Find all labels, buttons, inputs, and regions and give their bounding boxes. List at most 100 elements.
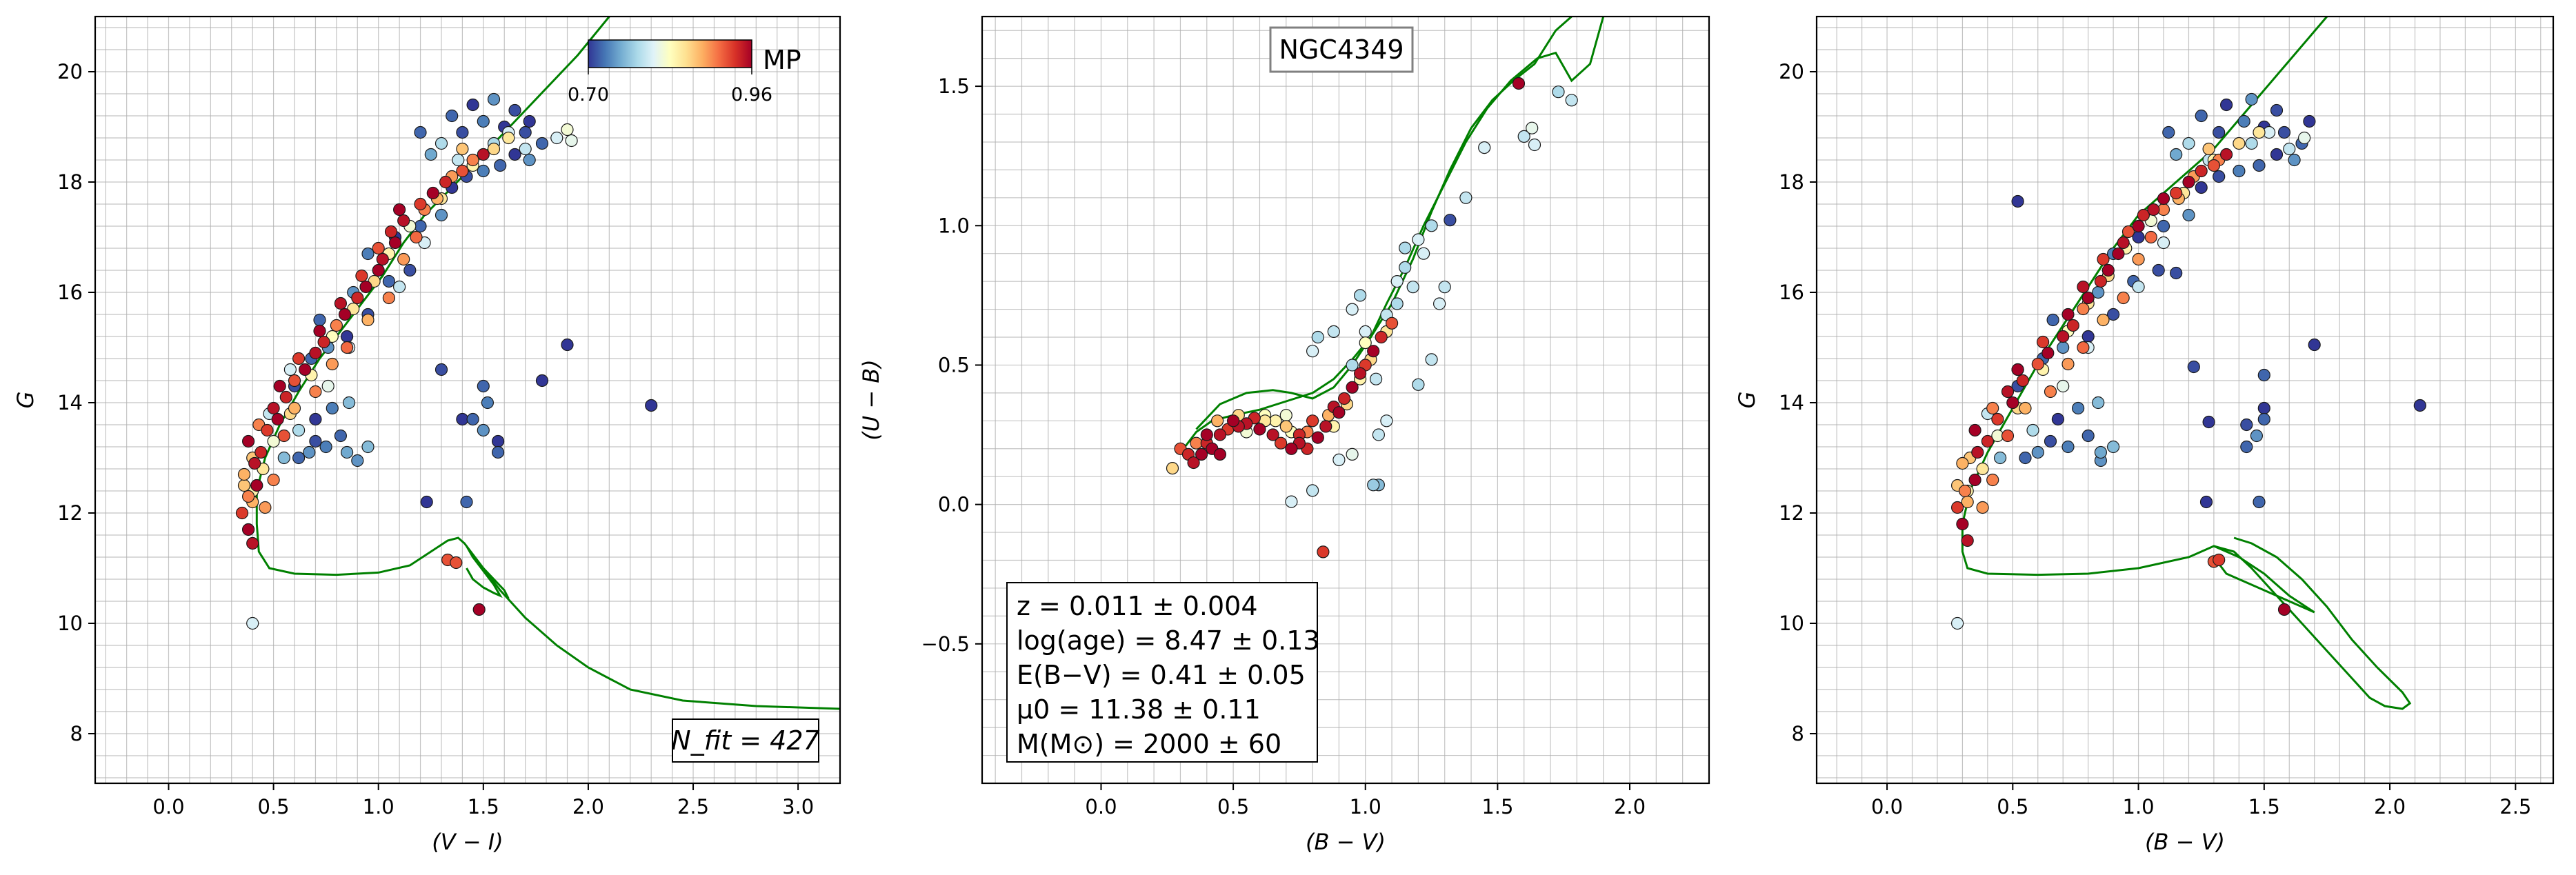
star-point xyxy=(2092,396,2105,410)
star-point xyxy=(2270,148,2284,161)
star-point xyxy=(2132,219,2145,233)
axes-frame xyxy=(981,15,1710,785)
star-point xyxy=(1369,372,1383,385)
star-point xyxy=(2157,219,2170,233)
star-point xyxy=(2253,159,2266,172)
isochrone-line xyxy=(2213,545,2315,614)
y-tick-label: −0.5 xyxy=(921,632,970,656)
star-point xyxy=(1961,534,1974,547)
star-point xyxy=(1279,409,1292,422)
star-point xyxy=(2288,153,2301,167)
star-point xyxy=(355,269,368,283)
star-point xyxy=(2081,291,2095,305)
star-point xyxy=(319,440,332,454)
star-point xyxy=(277,429,290,443)
star-point xyxy=(2019,401,2032,415)
star-point xyxy=(1195,447,1208,461)
isochrone xyxy=(1184,17,1605,447)
y-tick-label: 1.0 xyxy=(938,214,970,237)
star-point xyxy=(460,495,473,509)
star-point xyxy=(2101,263,2115,277)
star-point xyxy=(2182,175,2195,189)
star-point xyxy=(472,603,486,616)
panel-bv-cmd: 0.0 0.5 1.0 1.5 2.0 2.5 8 10 12 14 16 18 20 (B − V) G xyxy=(1734,15,2555,855)
nfit-annotation: N_fit = 427 xyxy=(671,718,820,763)
y-tick-label: 8 xyxy=(70,722,83,745)
star-point xyxy=(1332,406,1346,419)
star-point xyxy=(235,506,249,520)
star-point xyxy=(2303,114,2316,128)
star-point xyxy=(561,123,574,137)
star-point xyxy=(435,363,448,376)
star-point xyxy=(376,252,389,266)
star-point xyxy=(309,412,322,426)
star-point xyxy=(2277,125,2291,139)
star-point xyxy=(477,423,490,437)
star-point xyxy=(1976,462,1989,476)
star-point xyxy=(410,230,423,244)
star-point xyxy=(2157,236,2170,250)
fit-result-z: z = 0.011 ± 0.004 xyxy=(1017,591,1258,621)
star-point xyxy=(1438,281,1451,294)
star-point xyxy=(397,214,410,228)
star-point xyxy=(456,125,469,139)
star-point xyxy=(2233,164,2246,178)
x-tick-label: 2.5 xyxy=(2499,795,2531,818)
star-point xyxy=(1353,367,1367,380)
star-point xyxy=(292,451,306,465)
y-axis-title: (U − B) xyxy=(858,359,884,441)
star-point xyxy=(2213,553,2226,567)
star-point xyxy=(1317,545,1330,559)
star-point xyxy=(1444,214,1457,227)
star-point xyxy=(2187,360,2200,374)
star-point xyxy=(2237,114,2250,128)
star-point xyxy=(477,114,490,128)
star-point xyxy=(261,423,274,437)
star-point xyxy=(1517,130,1530,143)
star-point xyxy=(1327,325,1340,338)
star-point xyxy=(2213,170,2226,183)
star-point xyxy=(1986,401,1999,415)
star-point xyxy=(519,125,532,139)
star-point xyxy=(2195,109,2208,123)
star-point xyxy=(456,142,469,156)
star-point xyxy=(435,208,448,222)
star-point xyxy=(1359,336,1372,350)
star-point xyxy=(1346,359,1359,372)
star-point xyxy=(1200,428,1213,441)
star-point xyxy=(283,363,297,376)
star-point xyxy=(2253,495,2266,509)
star-point xyxy=(2157,192,2170,205)
star-point xyxy=(1390,275,1404,288)
star-point xyxy=(1399,241,1412,254)
cluster-name-box: NGC4349 xyxy=(1269,26,1414,73)
star-point xyxy=(372,263,385,277)
star-point xyxy=(2031,357,2044,371)
x-axis-title: (V − I) xyxy=(432,829,503,855)
panel-vi-cmd: 0.0 0.5 1.0 1.5 2.0 2.5 3.0 8 10 12 14 16 18 20 (V − I… xyxy=(12,15,841,855)
star-point xyxy=(2077,280,2090,294)
x-tick-label: 0.5 xyxy=(258,795,290,818)
star-point xyxy=(494,159,507,172)
star-point xyxy=(565,134,578,148)
star-point xyxy=(2257,412,2270,426)
star-point xyxy=(267,434,280,448)
star-point xyxy=(2066,319,2079,332)
isochrone-line xyxy=(472,556,510,599)
y-tick-label: 20 xyxy=(1779,60,1804,83)
star-point xyxy=(2094,274,2107,288)
star-point xyxy=(334,296,347,310)
star-point xyxy=(1306,484,1319,497)
star-point xyxy=(382,291,396,305)
star-point xyxy=(1274,436,1288,450)
star-point xyxy=(392,203,406,217)
star-point xyxy=(477,164,490,178)
isochrone xyxy=(1961,17,2412,710)
star-point xyxy=(1956,456,1969,470)
y-tick-label: 16 xyxy=(57,281,83,304)
star-point xyxy=(343,396,356,410)
star-point xyxy=(1187,456,1200,470)
star-point xyxy=(2137,208,2150,222)
star-point xyxy=(2147,203,2160,217)
star-point xyxy=(1971,445,1984,459)
